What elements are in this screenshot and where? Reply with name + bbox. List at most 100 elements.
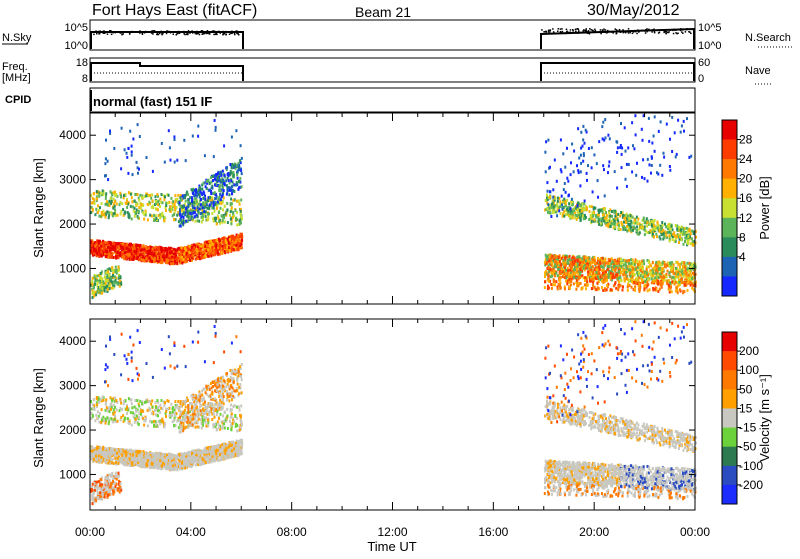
power-cell [544, 272, 546, 275]
power-cell [237, 169, 239, 172]
power-cell [231, 185, 233, 188]
power-cell [657, 265, 659, 268]
power-cell [189, 259, 191, 262]
noise-sample [157, 34, 159, 36]
power-cell [140, 249, 142, 252]
power-cell [206, 207, 208, 210]
noise-sample [575, 31, 577, 32]
power-cell [197, 135, 199, 138]
power-cell [200, 203, 202, 206]
power-cell [223, 182, 225, 185]
power-cell [577, 260, 579, 263]
power-cell [619, 276, 621, 279]
power-cell [200, 256, 202, 259]
noise-sample [588, 32, 590, 34]
power-cell [103, 193, 105, 196]
power-cell [98, 195, 100, 198]
power-cell [220, 202, 222, 205]
noise-sample [548, 33, 550, 35]
power-cell [207, 199, 209, 202]
power-cell [569, 215, 571, 218]
power-cell [692, 284, 694, 287]
power-cell [592, 265, 594, 268]
power-cell [679, 236, 681, 239]
power-cell [622, 214, 624, 217]
power-cell [140, 258, 142, 261]
power-cell [187, 254, 189, 257]
noise-sample [569, 31, 571, 33]
power-cell [203, 210, 205, 213]
noise-sample [242, 33, 244, 35]
power-cell [180, 250, 182, 253]
power-cell [688, 274, 690, 277]
power-cell [644, 233, 646, 236]
noise-sample [605, 29, 607, 31]
noise-sample [619, 30, 621, 32]
power-cell [550, 258, 552, 261]
power-cell [196, 252, 198, 255]
power-cell [663, 232, 665, 235]
noise-sample [95, 30, 97, 32]
power-cell [203, 256, 205, 259]
power-cell [169, 146, 171, 149]
power-cell [557, 200, 559, 203]
power-cell [170, 251, 172, 254]
power-cell [212, 175, 214, 178]
noise-sample [546, 33, 548, 35]
power-cell [607, 268, 609, 271]
power-cell [654, 280, 656, 283]
power-cell [559, 200, 561, 203]
noise-sample [678, 29, 680, 31]
power-cell [174, 194, 176, 197]
noise-sample [635, 31, 637, 33]
noise-sample [572, 29, 574, 31]
power-cell [575, 288, 577, 291]
power-cell [188, 245, 190, 248]
power-cell [172, 262, 174, 265]
noise-sample [641, 30, 643, 32]
power-cell [231, 246, 233, 249]
power-cell [225, 213, 227, 216]
power-cell [632, 275, 634, 278]
power-cell [200, 212, 202, 215]
power-cell [646, 217, 648, 220]
power-cell [572, 256, 574, 259]
power-cell [577, 208, 579, 211]
noise-sample [632, 33, 634, 35]
noise-sample [652, 29, 654, 31]
power-cell [116, 246, 118, 249]
power-cell [223, 196, 225, 199]
power-cell [618, 227, 620, 230]
power-cell [156, 193, 158, 196]
power-cell [176, 259, 178, 262]
power-cell [224, 205, 226, 208]
power-cell [670, 267, 672, 270]
power-cell [219, 244, 221, 247]
noise-sample [183, 33, 185, 35]
power-cell [592, 214, 594, 217]
power-cell [563, 215, 565, 218]
noise-sample [222, 34, 224, 36]
power-cell [99, 289, 101, 292]
power-cell [223, 236, 225, 239]
power-cell [192, 192, 194, 195]
noise-sample [113, 32, 115, 34]
power-cell [108, 216, 110, 219]
power-cell [219, 186, 221, 189]
power-cell [179, 254, 181, 257]
power-cell [239, 203, 241, 206]
power-cell [568, 272, 570, 275]
power-cell [121, 253, 123, 256]
noise-sample [552, 28, 554, 30]
noise-sample [110, 32, 112, 34]
power-cell [238, 242, 240, 245]
power-cell [560, 212, 562, 215]
power-cell [143, 213, 145, 216]
power-cell [159, 205, 161, 208]
power-cell [654, 276, 656, 279]
power-cell [548, 266, 550, 269]
power-cell [192, 135, 194, 138]
noise-sample [178, 31, 180, 33]
power-cell [93, 192, 95, 195]
noise-sample [173, 34, 175, 36]
